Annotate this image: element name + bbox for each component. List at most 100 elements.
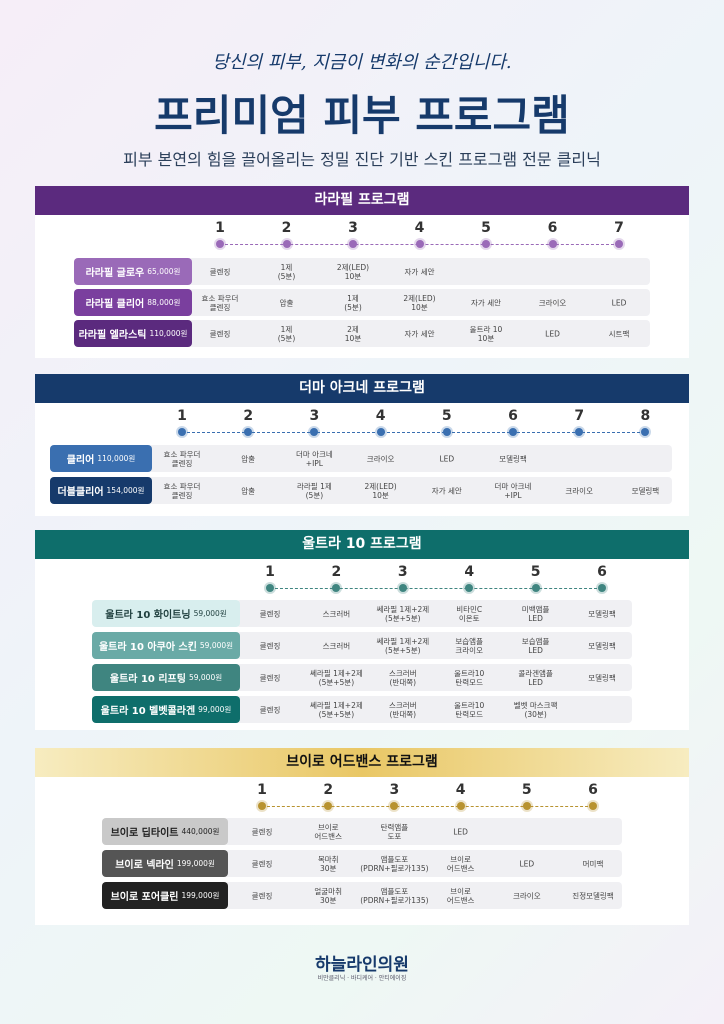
step-cell: 클렌징 <box>251 827 273 836</box>
step-line <box>182 432 646 433</box>
step-number: 3 <box>397 564 408 580</box>
step-cell: 브이로 어드밴스 <box>314 822 342 841</box>
step-cell: 울트라10 탄력모드 <box>454 700 485 719</box>
step-cell: 쎄라필 1제+2제 (5분+5분) <box>310 700 363 719</box>
step-cell: 크라이오 <box>565 486 593 495</box>
step-dot <box>258 802 266 810</box>
step-number: 6 <box>547 220 558 236</box>
step-line <box>262 806 593 807</box>
program-price: 199,000원 <box>181 891 220 900</box>
step-dot <box>332 584 341 592</box>
step-number: 3 <box>309 408 320 424</box>
step-line <box>270 588 602 589</box>
step-dot <box>415 240 424 248</box>
step-dot <box>641 428 650 436</box>
step-dot <box>548 240 557 248</box>
step-number: 6 <box>508 408 518 424</box>
program-name: 브이로 넥라인 <box>115 860 174 871</box>
section-title: 브이로 어드밴스 프로그램 <box>35 748 689 777</box>
step-cell: LED <box>519 859 535 868</box>
step-dot <box>178 428 186 436</box>
step-cell: 클렌징 <box>251 859 273 868</box>
step-cell: 브이로 어드밴스 <box>446 886 475 905</box>
step-cell: 압출 <box>241 454 256 463</box>
step-cell: 스크러버 (반대쪽) <box>388 668 417 687</box>
step-dot <box>531 584 540 592</box>
step-number: 3 <box>348 220 358 236</box>
step-cell: LED <box>439 454 455 463</box>
row-bg <box>236 632 632 659</box>
program-price: 440,000원 <box>181 827 220 836</box>
step-dot <box>349 240 357 248</box>
step-dot <box>509 428 517 436</box>
step-cell: 2제(LED) 10분 <box>336 262 370 281</box>
tagline: 당신의 피부, 지금이 변화의 순간입니다. <box>212 52 512 73</box>
step-number: 4 <box>455 782 466 798</box>
step-dot <box>465 584 474 592</box>
step-dot <box>598 584 606 592</box>
step-number: 6 <box>597 564 607 580</box>
step-cell: 크라이오 <box>538 298 567 307</box>
program-name: 브이로 포어클린 <box>110 892 179 903</box>
row-bg <box>236 696 632 723</box>
step-cell: 보습앰플 LED <box>521 636 550 655</box>
row-label: 라라필 클리어 88,000원 <box>74 289 192 316</box>
step-cell: 모델링팩 <box>499 454 527 463</box>
step-number: 2 <box>243 408 254 424</box>
row-label: 브이로 넥라인 199,000원 <box>102 850 228 877</box>
row-label: 울트라 10 리프팅 59,000원 <box>92 664 240 691</box>
row-bg <box>236 600 632 627</box>
step-cell: 스크러버 (반대쪽) <box>388 700 417 719</box>
step-number: 6 <box>588 782 598 798</box>
step-number: 5 <box>530 564 541 580</box>
step-number: 2 <box>281 220 292 236</box>
step-dot <box>216 240 224 248</box>
step-dot <box>266 584 274 592</box>
logo: 하늘라인의원 <box>315 955 409 975</box>
step-cell: 클렌징 <box>251 891 273 900</box>
step-cell: 1제 (5분) <box>277 324 296 343</box>
step-number: 5 <box>521 782 532 798</box>
row-bg <box>188 289 650 316</box>
step-cell: 모델링팩 <box>631 486 660 495</box>
step-cell: 1제 (5분) <box>344 293 362 312</box>
step-cell: 자가 세안 <box>404 329 435 338</box>
step-cell: 라라필 1제 (5분) <box>297 481 332 500</box>
step-cell: LED <box>545 329 560 338</box>
step-dot <box>522 802 531 810</box>
subtitle: 피부 본연의 힘을 끌어올리는 정밀 진단 기반 스킨 프로그램 전문 클리닉 <box>123 150 601 169</box>
program-name: 울트라 10 리프팅 <box>109 674 186 685</box>
step-cell: 탄력앰플 도포 <box>380 822 409 841</box>
row-bg <box>224 818 622 845</box>
row-bg <box>148 445 672 472</box>
title: 프리미엄 피부 프로그램 <box>154 91 570 140</box>
step-cell: 더마 아크네 +IPL <box>494 481 532 500</box>
row-label: 클리어 110,000원 <box>50 445 152 472</box>
row-label: 브이로 포어클린 199,000원 <box>102 882 228 909</box>
step-cell: 머미팩 <box>582 859 604 868</box>
program-name: 울트라 10 아쿠아 스킨 <box>98 642 197 653</box>
step-cell: 자가 세안 <box>431 486 462 495</box>
step-dot <box>589 802 597 810</box>
section-title: 더마 아크네 프로그램 <box>35 374 689 403</box>
step-dot <box>442 428 451 436</box>
program-name: 울트라 10 벨벳콜라겐 <box>100 706 196 717</box>
step-cell: 압출 <box>279 298 294 307</box>
step-cell: 콜라겐앰플 LED <box>518 668 553 687</box>
row-label: 울트라 10 아쿠아 스킨 59,000원 <box>92 632 240 659</box>
program-price: 110,000원 <box>149 329 188 338</box>
step-cell: 스크러버 <box>322 641 351 650</box>
step-cell: 울트라 10 10분 <box>469 324 503 343</box>
row-label: 더블클리어 154,000원 <box>50 477 152 504</box>
program-name: 라라필 클리어 <box>85 299 145 310</box>
program-price: 88,000원 <box>147 298 181 307</box>
step-cell: 얼굴마취 30분 <box>314 886 342 905</box>
step-cell: 목마취 30분 <box>317 854 339 873</box>
step-number: 7 <box>614 220 624 236</box>
program-name: 라라필 엘라스틱 <box>78 330 147 341</box>
row-label: 브이로 딥타이트 440,000원 <box>102 818 228 845</box>
step-cell: 클렌징 <box>209 267 231 276</box>
step-cell: 진정모델링팩 <box>572 891 614 900</box>
step-cell: 벨벳 마스크팩 (30분) <box>513 700 558 719</box>
step-cell: 클렌징 <box>259 673 281 682</box>
